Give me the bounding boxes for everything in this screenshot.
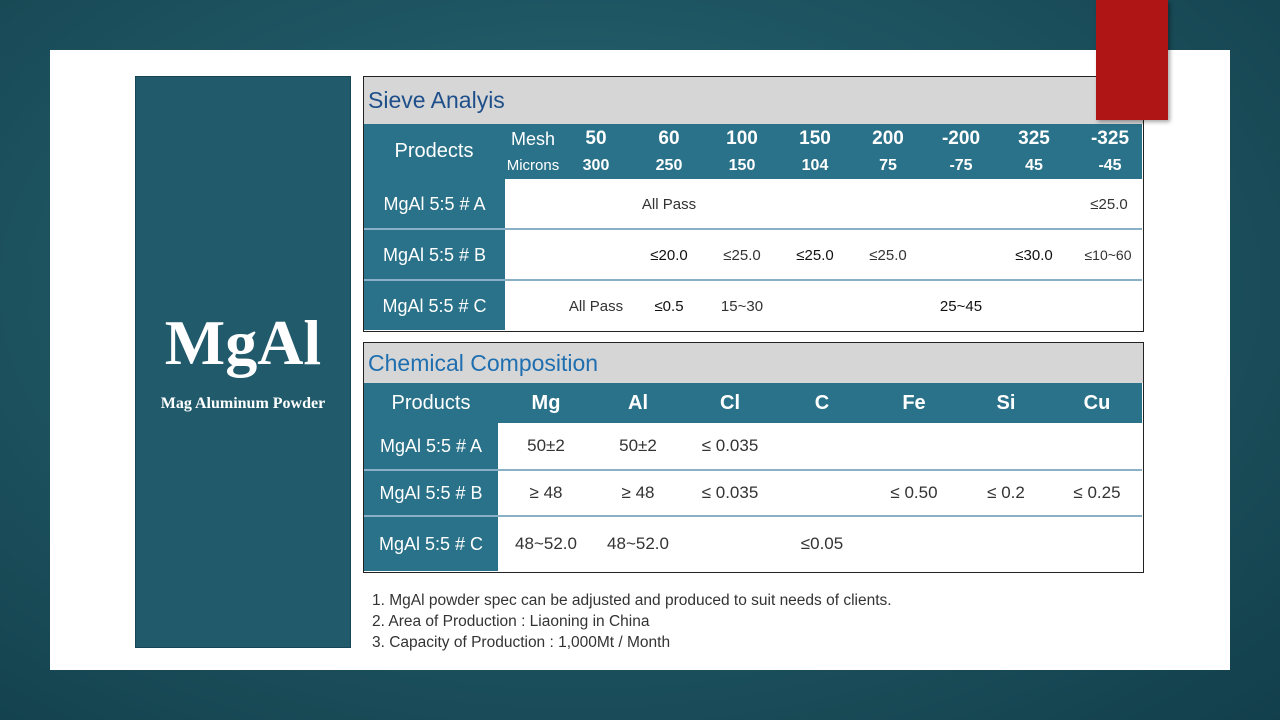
sieve-b-100: ≤25.0 xyxy=(723,246,761,264)
microns-150: 150 xyxy=(728,157,756,174)
chem-a-mg: 50±2 xyxy=(527,436,565,455)
mesh-60: 60 xyxy=(658,128,680,149)
mesh-100: 100 xyxy=(726,128,758,149)
mesh-minus-200: -200 xyxy=(941,128,981,149)
sieve-c-100: 15~30 xyxy=(720,297,764,315)
chem-b-mg: ≥ 48 xyxy=(529,483,563,502)
sieve-analysis-table: Sieve Analyis Prodects Mesh Microns 50 6… xyxy=(363,76,1144,332)
chem-b-al: ≥ 48 xyxy=(621,483,655,502)
chem-row-b-label: MgAl 5:5 # B xyxy=(379,482,483,503)
red-accent-tab xyxy=(1096,0,1168,120)
chem-b-si: ≤ 0.2 xyxy=(987,483,1025,502)
row-divider xyxy=(364,515,1142,517)
row-divider xyxy=(364,228,1142,230)
mesh-150: 150 xyxy=(799,128,831,149)
microns-label: Microns xyxy=(506,156,560,174)
chem-col-fe: Fe xyxy=(902,391,926,414)
chem-a-al: 50±2 xyxy=(619,436,657,455)
microns-104: 104 xyxy=(801,157,829,174)
mesh-minus-325: -325 xyxy=(1090,128,1130,149)
sieve-c-60: ≤0.5 xyxy=(654,297,684,315)
chem-label-column xyxy=(364,423,498,571)
brand-title: MgAl xyxy=(164,307,322,378)
row-divider xyxy=(364,469,1142,471)
microns-minus-75: -75 xyxy=(949,157,973,174)
sieve-label-column xyxy=(364,179,505,330)
mesh-200: 200 xyxy=(872,128,904,149)
microns-minus-45: -45 xyxy=(1098,157,1122,174)
brand-panel: MgAl Mag Aluminum Powder xyxy=(135,76,351,648)
chem-col-cl: Cl xyxy=(720,391,740,414)
sieve-a-minus-325: ≤25.0 xyxy=(1090,195,1128,213)
sieve-b-200: ≤25.0 xyxy=(869,246,907,264)
chem-col-si: Si xyxy=(996,391,1016,414)
chem-row-c-label: MgAl 5:5 # C xyxy=(378,533,484,554)
chemical-composition-table: Chemical Composition Products Mg Al Cl C… xyxy=(363,342,1144,573)
note-item: 3. Capacity of Production : 1,000Mt / Mo… xyxy=(372,634,671,651)
mesh-325: 325 xyxy=(1018,128,1050,149)
sieve-products-header: Prodects xyxy=(394,140,474,162)
brand-subtitle: Mag Aluminum Powder xyxy=(160,395,326,412)
sieve-row-c-label: MgAl 5:5 # C xyxy=(382,295,487,316)
chem-b-cu: ≤ 0.25 xyxy=(1073,483,1121,502)
chem-b-cl: ≤ 0.035 xyxy=(701,483,759,502)
chem-b-fe: ≤ 0.50 xyxy=(890,483,938,502)
microns-45: 45 xyxy=(1025,157,1043,174)
slide: MgAl Mag Aluminum Powder Sieve Analyis P… xyxy=(50,50,1230,670)
chem-c-mg: 48~52.0 xyxy=(515,534,577,553)
chem-row-a-label: MgAl 5:5 # A xyxy=(379,435,483,456)
sieve-header-row: Prodects Mesh Microns 50 60 100 150 200 … xyxy=(364,124,1142,179)
chem-col-cu: Cu xyxy=(1083,391,1111,414)
sieve-row-b-label: MgAl 5:5 # B xyxy=(382,244,487,265)
sieve-table-title: Sieve Analyis xyxy=(364,77,1143,124)
sieve-c-all-pass: All Pass xyxy=(568,297,624,315)
microns-300: 300 xyxy=(582,157,610,174)
mesh-label: Mesh xyxy=(510,128,555,149)
chem-table-title: Chemical Composition xyxy=(364,343,1143,383)
chem-col-c: C xyxy=(814,391,830,414)
sieve-a-all-pass: All Pass xyxy=(641,195,697,213)
row-divider xyxy=(364,279,1142,281)
sieve-row-a-label: MgAl 5:5 # A xyxy=(383,193,486,214)
chem-a-cl: ≤ 0.035 xyxy=(701,436,759,455)
chem-c-c: ≤0.05 xyxy=(800,534,844,553)
sieve-b-150: ≤25.0 xyxy=(796,246,834,264)
chem-col-al: Al xyxy=(628,391,648,414)
chem-col-products: Products xyxy=(391,391,471,414)
sieve-c-minus-200: 25~45 xyxy=(939,297,983,315)
chem-c-al: 48~52.0 xyxy=(607,534,669,553)
sieve-b-minus-325: ≤10~60 xyxy=(1084,247,1132,263)
sieve-b-60: ≤20.0 xyxy=(650,246,688,264)
microns-75: 75 xyxy=(879,157,897,174)
chem-header-row: Products Mg Al Cl C Fe Si Cu xyxy=(364,383,1142,423)
notes-list: 1. MgAl powder spec can be adjusted and … xyxy=(372,590,892,653)
note-item: 1. MgAl powder spec can be adjusted and … xyxy=(372,592,892,609)
mesh-50: 50 xyxy=(585,128,607,149)
sieve-b-325: ≤30.0 xyxy=(1015,246,1053,264)
chem-col-mg: Mg xyxy=(531,391,561,414)
microns-250: 250 xyxy=(655,157,683,174)
note-item: 2. Area of Production : Liaoning in Chin… xyxy=(372,613,650,630)
